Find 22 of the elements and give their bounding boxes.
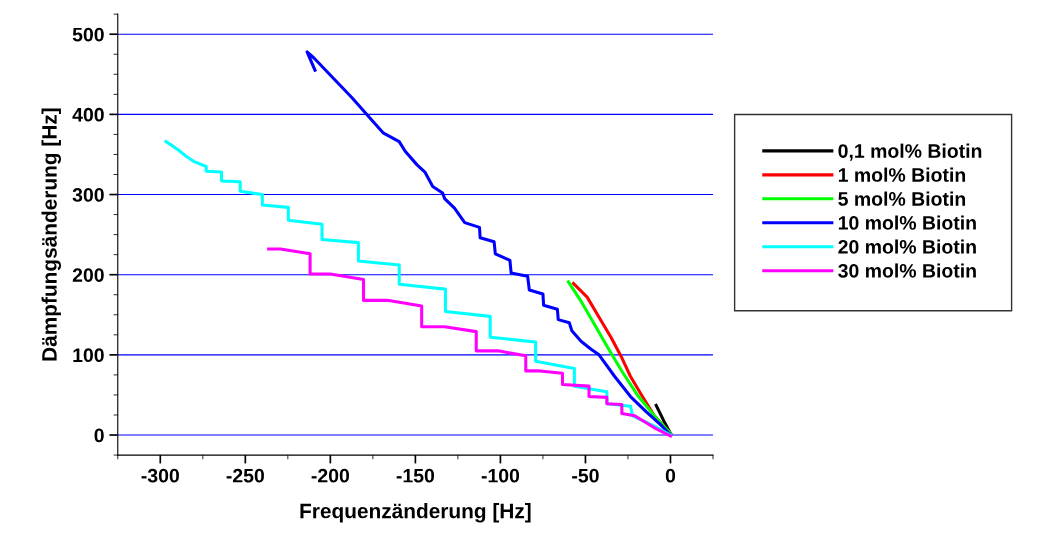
legend-label: 1 mol% Biotin bbox=[838, 167, 966, 182]
x-tick-label: -100 bbox=[481, 468, 520, 483]
legend-label: 30 mol% Biotin bbox=[838, 263, 976, 278]
y-axis-title: Dämpfungsänderung [Hz] bbox=[41, 108, 62, 361]
y-tick-label: 200 bbox=[72, 268, 104, 282]
x-tick-label: -200 bbox=[311, 468, 350, 483]
legend-label: 5 mol% Biotin bbox=[838, 191, 966, 206]
x-tick-label: -250 bbox=[226, 468, 264, 483]
y-tick-label: 0 bbox=[94, 428, 104, 443]
x-tick-label: 0 bbox=[665, 468, 676, 483]
y-tick-label: 300 bbox=[72, 188, 104, 202]
y-tick-label: 100 bbox=[73, 348, 104, 363]
line-series bbox=[267, 247, 673, 438]
legend-label: 0,1 mol% Biotin bbox=[838, 143, 982, 161]
x-tick-label: -300 bbox=[141, 468, 179, 483]
x-axis-title: Frequenzänderung [Hz] bbox=[300, 503, 531, 523]
y-tick-label: 400 bbox=[72, 107, 104, 122]
y-tick-label: 500 bbox=[72, 27, 104, 42]
x-tick-label: -150 bbox=[396, 468, 435, 483]
x-tick-label: -50 bbox=[572, 468, 599, 483]
legend-label: 20 mol% Biotin bbox=[838, 239, 976, 254]
legend-label: 10 mol% Biotin bbox=[838, 215, 976, 230]
